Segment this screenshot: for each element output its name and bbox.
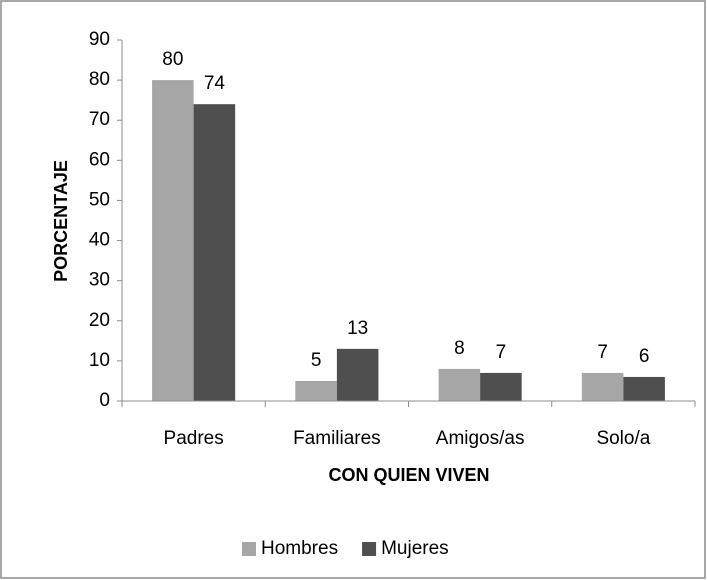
y-axis-title: PORCENTAJE: [51, 160, 71, 282]
y-tick-label: 80: [89, 69, 110, 90]
bar: [295, 380, 337, 401]
legend-swatch: [362, 542, 377, 556]
data-label: 74: [204, 73, 226, 94]
y-tick-label: 10: [89, 350, 110, 371]
x-axis-title: CON QUIEN VIVEN: [328, 465, 489, 485]
data-label: 8: [454, 338, 465, 359]
y-tick-label: 60: [89, 149, 110, 170]
x-tick-label: Padres: [164, 428, 224, 449]
bar: [152, 80, 194, 401]
bar: [623, 376, 665, 401]
y-tick-label: 90: [89, 29, 110, 50]
x-tick-label: Amigos/as: [436, 428, 525, 449]
bar: [438, 368, 481, 401]
data-label: 5: [311, 350, 322, 371]
bar: [581, 372, 624, 401]
bar: [480, 372, 522, 401]
bar: [336, 348, 379, 401]
legend-label: Mujeres: [381, 538, 449, 559]
y-tick-label: 30: [89, 270, 110, 291]
y-tick-label: 20: [89, 310, 110, 331]
legend-label: Hombres: [261, 538, 338, 559]
x-tick-label: Solo/a: [596, 428, 650, 449]
bar: [193, 104, 236, 401]
data-label: 6: [639, 346, 650, 367]
y-tick-label: 0: [99, 390, 110, 411]
y-tick-label: 70: [89, 109, 110, 130]
data-label: 13: [347, 318, 368, 339]
data-label: 7: [496, 342, 507, 363]
data-label: 7: [597, 342, 608, 363]
x-tick-label: Familiares: [293, 428, 381, 449]
data-label: 80: [162, 49, 183, 70]
legend-swatch: [242, 542, 256, 556]
y-tick-label: 40: [89, 230, 110, 251]
y-tick-label: 50: [89, 189, 110, 210]
